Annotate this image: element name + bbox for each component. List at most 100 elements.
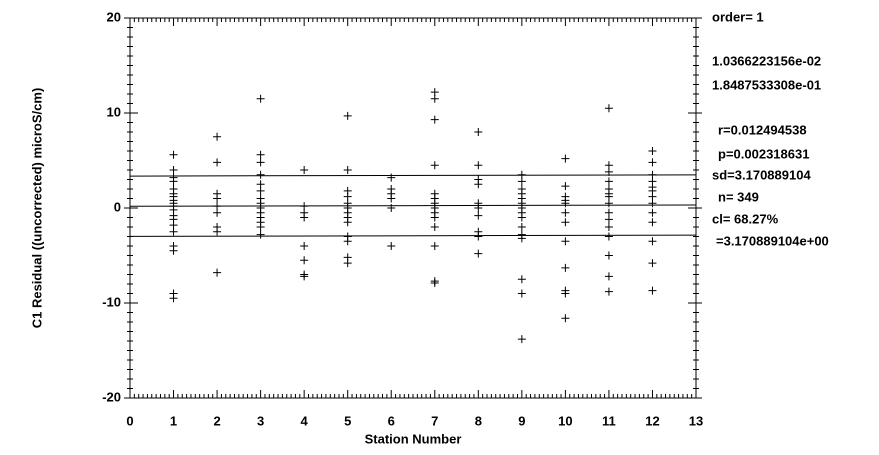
y-tick-label: -10 xyxy=(102,294,121,309)
point xyxy=(604,199,613,208)
point xyxy=(517,335,526,344)
point xyxy=(474,211,483,220)
stat-annotation: 1.8487533308e-01 xyxy=(712,77,821,92)
x-tick-label: 4 xyxy=(301,413,309,428)
stat-annotation: sd=3.170889104 xyxy=(712,167,811,182)
point xyxy=(256,223,265,231)
point xyxy=(343,259,352,268)
point xyxy=(474,180,483,189)
point xyxy=(430,213,439,222)
point xyxy=(256,186,265,195)
point xyxy=(213,227,222,236)
stat-annotation: order= 1 xyxy=(712,9,764,24)
point xyxy=(343,218,352,227)
point xyxy=(300,242,309,250)
point xyxy=(648,286,657,295)
point xyxy=(561,208,570,217)
point xyxy=(256,170,265,179)
stat-annotation: p=0.002318631 xyxy=(718,146,809,161)
x-tick-label: 13 xyxy=(689,413,703,428)
point xyxy=(561,218,570,227)
point xyxy=(430,94,439,103)
point xyxy=(430,279,439,288)
point xyxy=(561,263,570,272)
point xyxy=(604,104,613,113)
point xyxy=(517,213,526,222)
point xyxy=(343,166,352,174)
x-tick-label: 10 xyxy=(558,413,572,428)
point xyxy=(213,268,222,277)
point xyxy=(430,115,439,124)
point xyxy=(517,234,526,243)
point xyxy=(300,166,309,174)
point xyxy=(300,272,309,281)
x-tick-label: 7 xyxy=(431,413,438,428)
point xyxy=(561,154,570,163)
point xyxy=(256,230,265,239)
fit-line xyxy=(129,174,697,177)
point xyxy=(474,204,483,212)
point xyxy=(169,227,178,236)
y-axis-label: C1 Residual ((uncorrected) microS/cm) xyxy=(29,88,44,329)
point xyxy=(213,132,222,141)
point xyxy=(387,242,396,250)
point xyxy=(648,158,657,167)
y-tick-label: 0 xyxy=(114,199,121,214)
x-tick-label: 11 xyxy=(602,413,616,428)
point xyxy=(604,232,613,241)
point xyxy=(517,289,526,298)
point xyxy=(561,237,570,246)
stat-annotation: 1.0366223156e-02 xyxy=(712,53,821,68)
point xyxy=(343,237,352,246)
x-tick-label: 5 xyxy=(344,413,351,428)
point xyxy=(604,223,613,231)
point xyxy=(256,150,265,159)
point xyxy=(648,208,657,217)
y-tick-label: 20 xyxy=(107,9,121,24)
point xyxy=(561,182,570,191)
point xyxy=(169,150,178,159)
fit-line xyxy=(129,234,697,237)
point xyxy=(213,208,222,217)
y-tick-label: 10 xyxy=(107,104,121,119)
plot-frame xyxy=(129,17,697,399)
point xyxy=(213,158,222,167)
point xyxy=(648,147,657,155)
x-tick-label: 3 xyxy=(257,413,264,428)
point xyxy=(300,256,309,265)
stat-annotation: =3.170889104e+00 xyxy=(716,233,829,248)
point xyxy=(256,158,265,167)
point xyxy=(648,259,657,268)
point xyxy=(648,218,657,227)
x-tick-label: 2 xyxy=(213,413,220,428)
stat-annotation: cl= 68.27% xyxy=(712,211,779,226)
stat-annotation: r=0.012494538 xyxy=(718,122,807,137)
point xyxy=(430,161,439,170)
point xyxy=(300,213,309,222)
point xyxy=(604,167,613,176)
point xyxy=(604,272,613,281)
point xyxy=(517,177,526,186)
point xyxy=(474,161,483,170)
point xyxy=(648,237,657,246)
x-tick-label: 8 xyxy=(475,413,482,428)
x-tick-label: 1 xyxy=(170,413,177,428)
point xyxy=(256,94,265,103)
point xyxy=(169,294,178,303)
point xyxy=(648,199,657,208)
point xyxy=(604,251,613,260)
point xyxy=(474,232,483,241)
point xyxy=(213,194,222,203)
x-tick-label: 9 xyxy=(518,413,525,428)
point xyxy=(604,287,613,296)
point xyxy=(169,177,178,186)
point xyxy=(430,223,439,231)
point xyxy=(387,173,396,182)
point xyxy=(474,128,483,136)
x-tick-label: 0 xyxy=(126,413,133,428)
point xyxy=(517,275,526,284)
stat-annotation: n= 349 xyxy=(718,189,759,204)
point xyxy=(604,215,613,224)
x-tick-label: 6 xyxy=(388,413,395,428)
